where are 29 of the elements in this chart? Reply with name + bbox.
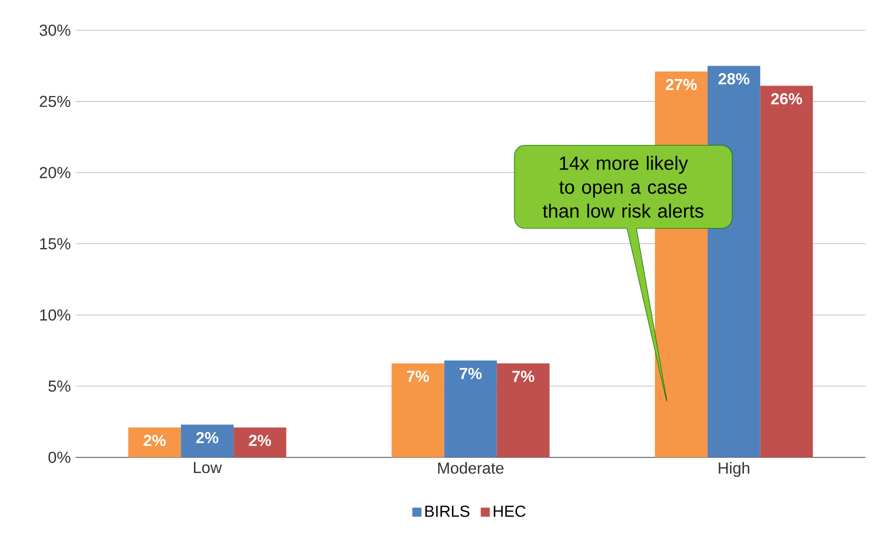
x-tick-label: Low [194,462,222,474]
y-tick-label: 5% [48,380,70,392]
y-tick-label: 25% [40,96,70,108]
bar [180,424,234,458]
y-tick-label: 0% [48,452,70,464]
legend-label: BIRLS [425,506,470,518]
data-label: 2% [248,434,272,446]
y-tick-label: 10% [40,309,70,321]
bar [392,364,444,458]
legend-label: HEC [494,506,526,518]
y-tick-label: 20% [40,167,70,178]
data-label: 27% [666,79,697,90]
annotation: 14x more likely to open a case than low risk alerts [542,156,704,218]
bar [496,364,550,458]
bar [760,86,813,458]
bar [128,428,181,458]
data-label: 28% [718,73,750,85]
y-tick-label: 30% [40,24,70,36]
data-label: 7% [512,370,534,382]
bar [234,428,286,458]
y-tick-label: 15% [40,238,70,250]
data-label: 7% [460,368,482,380]
data-label: 2% [144,434,166,446]
data-label: 26% [771,93,802,105]
x-tick-label: Moderate [438,462,504,474]
data-label: 7% [407,370,429,382]
bar [444,360,497,458]
data-label: 2% [196,432,218,444]
x-tick-label: High [718,462,750,478]
